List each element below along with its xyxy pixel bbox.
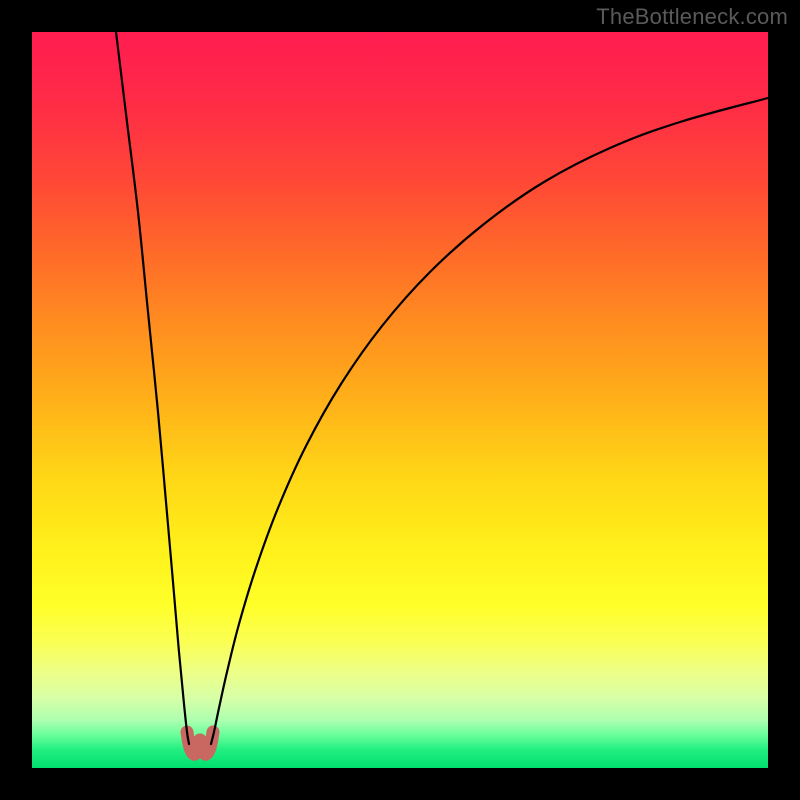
chart-background (32, 32, 768, 768)
watermark-text: TheBottleneck.com (596, 4, 788, 30)
chart-svg (0, 0, 800, 800)
dip-marker (187, 732, 213, 754)
chart-container: TheBottleneck.com (0, 0, 800, 800)
